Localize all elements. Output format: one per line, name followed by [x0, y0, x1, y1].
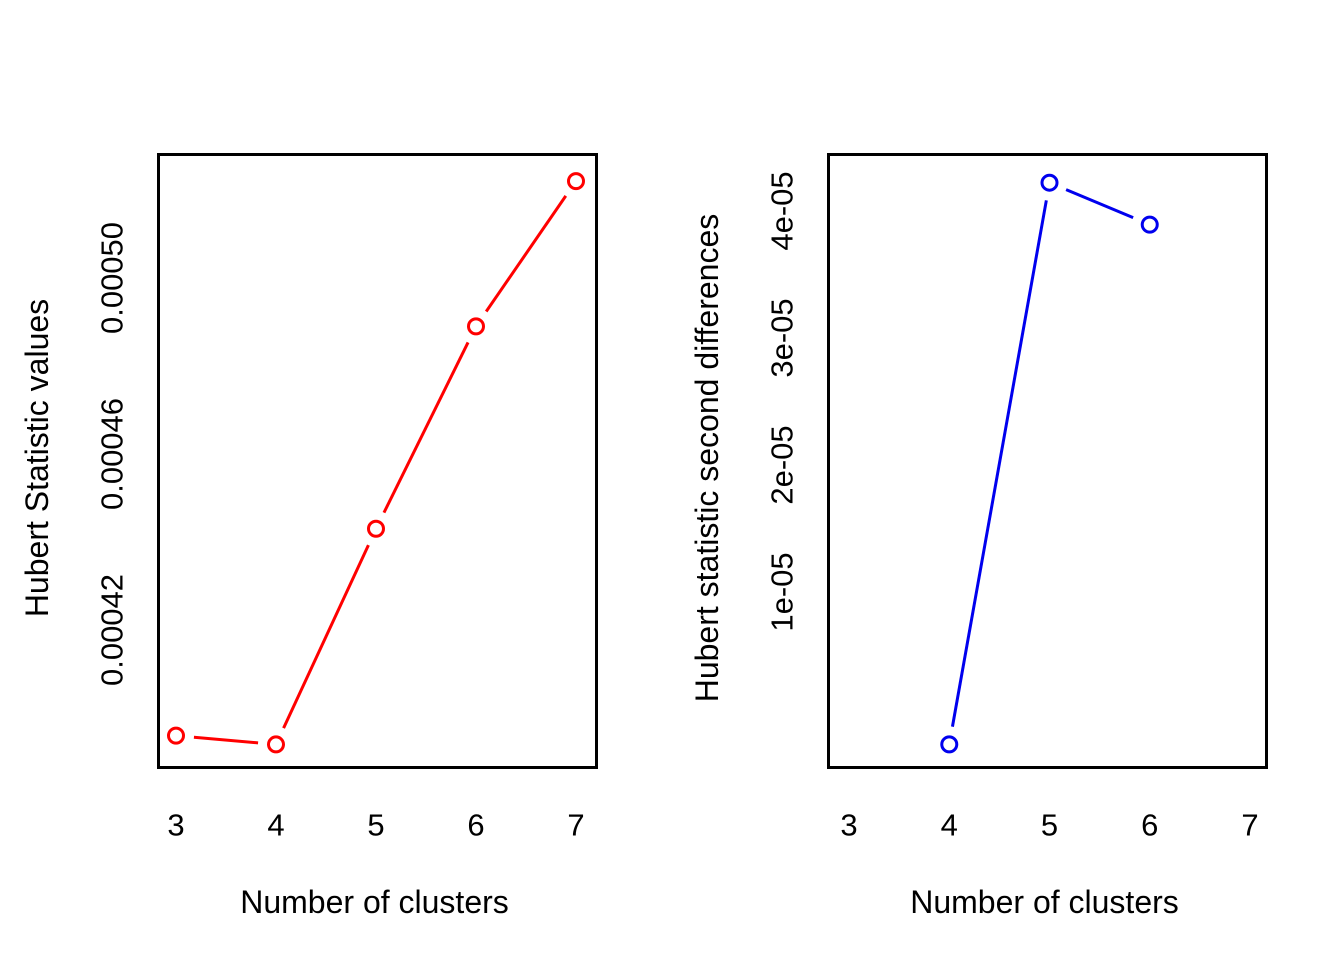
- series-line-segment: [193, 735, 259, 745]
- left-plot-box: [157, 153, 598, 769]
- y-tick-label: 3e-05: [764, 298, 800, 378]
- y-tick-label: 1e-05: [764, 552, 800, 632]
- x-tick-label: 4: [940, 807, 958, 843]
- x-tick-label: 3: [840, 807, 858, 843]
- x-tick-label: 5: [1040, 807, 1059, 843]
- series-line-segment: [1065, 188, 1134, 220]
- right-x-axis-title: Number of clusters: [910, 884, 1179, 920]
- x-tick-label: 5: [367, 807, 385, 843]
- x-tick-label: 3: [167, 807, 185, 843]
- data-point-marker: [1040, 173, 1059, 192]
- y-tick-label: 0.00042: [94, 573, 130, 687]
- y-tick-label: 0.00050: [94, 221, 130, 334]
- data-point-marker: [467, 317, 485, 336]
- series-line-segment: [382, 341, 470, 514]
- data-point-marker: [567, 172, 585, 191]
- data-point-marker: [267, 735, 285, 754]
- series-plot-area: [167, 172, 585, 754]
- y-tick-label: 2e-05: [764, 425, 800, 505]
- y-tick-label: 4e-05: [764, 170, 800, 251]
- data-point-marker: [940, 735, 959, 754]
- x-tick-label: 7: [1241, 807, 1259, 843]
- series-line-segment: [484, 195, 568, 313]
- data-point-marker: [367, 519, 385, 538]
- y-tick-label: 0.00046: [94, 397, 130, 510]
- x-tick-label: 7: [567, 807, 585, 843]
- right-y-axis-title: Hubert statistic second differences: [689, 213, 725, 703]
- x-tick-label: 6: [1141, 807, 1159, 843]
- data-point-marker: [167, 726, 185, 745]
- right-plot-box: [827, 153, 1268, 769]
- data-point-marker: [1140, 215, 1159, 234]
- left-y-axis-title: Hubert Statistic values: [19, 298, 55, 618]
- x-tick-label: 4: [267, 807, 285, 843]
- left-x-axis-title: Number of clusters: [240, 884, 509, 920]
- series-line-segment: [950, 200, 1048, 727]
- series-plot-area: [940, 173, 1159, 754]
- series-line-segment: [282, 544, 370, 729]
- x-tick-label: 6: [467, 807, 485, 843]
